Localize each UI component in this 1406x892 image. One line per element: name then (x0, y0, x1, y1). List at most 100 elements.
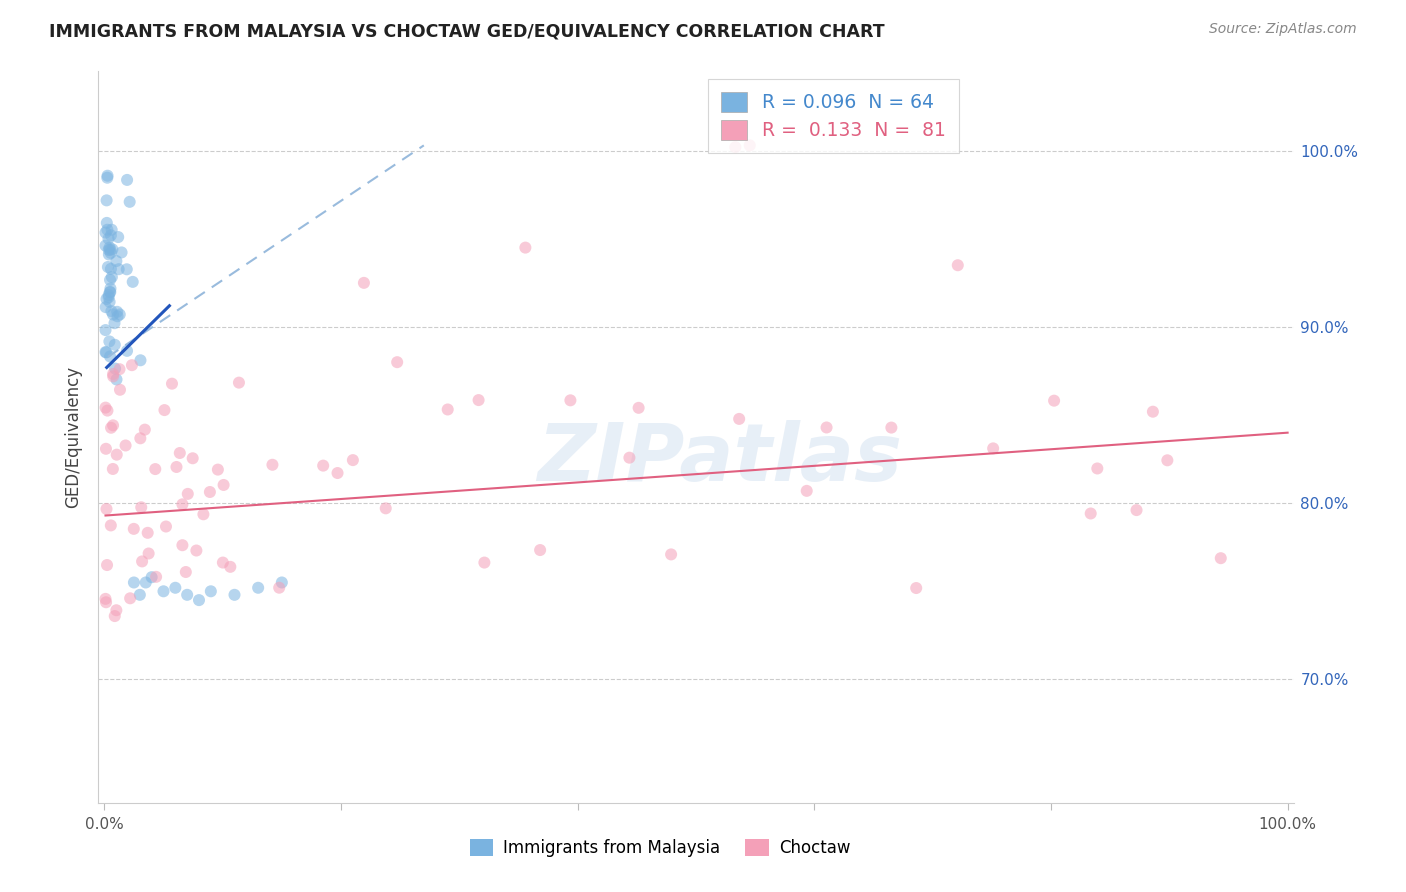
Point (135, 575, 157, 590)
Point (120, 591, 142, 606)
Point (104, 338, 127, 352)
Point (100, 261, 122, 276)
Point (122, 575, 145, 590)
Point (118, 194, 141, 209)
Point (141, 570, 163, 584)
Point (105, 603, 128, 617)
Point (98, 350, 121, 364)
Point (198, 485, 221, 500)
Text: ZIPatlas: ZIPatlas (537, 420, 903, 498)
Point (96, 169, 118, 183)
Point (129, 353, 152, 368)
Point (155, 519, 177, 533)
Point (94, 323, 117, 337)
Point (96, 170, 118, 185)
Point (108, 383, 131, 397)
Point (122, 522, 145, 536)
Point (326, 466, 349, 480)
Point (619, 450, 641, 465)
Point (96, 558, 118, 572)
Point (94, 238, 117, 252)
Point (97, 260, 120, 274)
Point (94, 226, 117, 240)
Point (107, 262, 129, 277)
Point (98, 243, 121, 257)
Point (160, 376, 183, 391)
Point (1085, 461, 1108, 475)
Point (97, 232, 120, 246)
Point (145, 570, 167, 584)
Point (1156, 453, 1178, 467)
Point (1209, 551, 1232, 566)
Point (104, 361, 127, 376)
Point (107, 230, 129, 244)
Point (115, 262, 138, 277)
Text: Source: ZipAtlas.com: Source: ZipAtlas.com (1209, 22, 1357, 37)
Point (101, 308, 124, 322)
Point (101, 242, 124, 256)
Point (796, 483, 818, 498)
Point (94, 591, 117, 606)
Text: IMMIGRANTS FROM MALAYSIA VS CHOCTAW GED/EQUIVALENCY CORRELATION CHART: IMMIGRANTS FROM MALAYSIA VS CHOCTAW GED/… (49, 22, 884, 40)
Point (97, 288, 120, 302)
Point (101, 418, 124, 433)
Point (1080, 507, 1102, 521)
Point (129, 500, 152, 515)
Point (200, 584, 222, 599)
Point (98, 241, 121, 255)
Point (105, 372, 128, 386)
Point (97, 247, 120, 261)
Point (98, 334, 121, 349)
Point (100, 281, 122, 295)
Point (131, 554, 153, 568)
Point (129, 431, 152, 445)
Point (269, 581, 291, 595)
Point (96, 403, 118, 417)
Point (177, 487, 200, 501)
Point (98, 273, 121, 287)
Point (627, 401, 650, 415)
Point (101, 367, 124, 381)
Point (96, 502, 118, 516)
Point (728, 412, 751, 426)
Point (436, 402, 458, 417)
Point (181, 451, 204, 466)
Point (121, 358, 143, 372)
Point (94, 345, 117, 359)
Point (98, 294, 121, 309)
Point (96, 345, 118, 359)
Point (270, 575, 292, 590)
Point (467, 393, 489, 408)
Point (174, 565, 197, 579)
Point (104, 609, 127, 624)
Point (172, 538, 194, 552)
Point (107, 310, 129, 324)
Point (1125, 503, 1147, 517)
Point (96, 223, 118, 237)
Point (342, 453, 364, 467)
Point (169, 446, 191, 460)
Y-axis label: GED/Equivalency: GED/Equivalency (65, 366, 83, 508)
Point (98, 285, 121, 299)
Point (172, 497, 194, 511)
Point (153, 403, 176, 417)
Point (262, 458, 284, 472)
Point (128, 588, 150, 602)
Point (98, 285, 121, 299)
Point (100, 228, 122, 243)
Point (560, 393, 582, 408)
Point (100, 304, 122, 318)
Point (724, 140, 747, 154)
Point (138, 547, 160, 561)
Point (100, 421, 122, 435)
Point (100, 223, 122, 237)
Point (186, 543, 208, 558)
Point (312, 458, 335, 473)
Point (136, 525, 159, 540)
Point (212, 556, 235, 570)
Point (166, 460, 188, 475)
Point (224, 588, 246, 602)
Point (143, 462, 166, 476)
Point (1142, 405, 1164, 419)
Point (207, 462, 229, 476)
